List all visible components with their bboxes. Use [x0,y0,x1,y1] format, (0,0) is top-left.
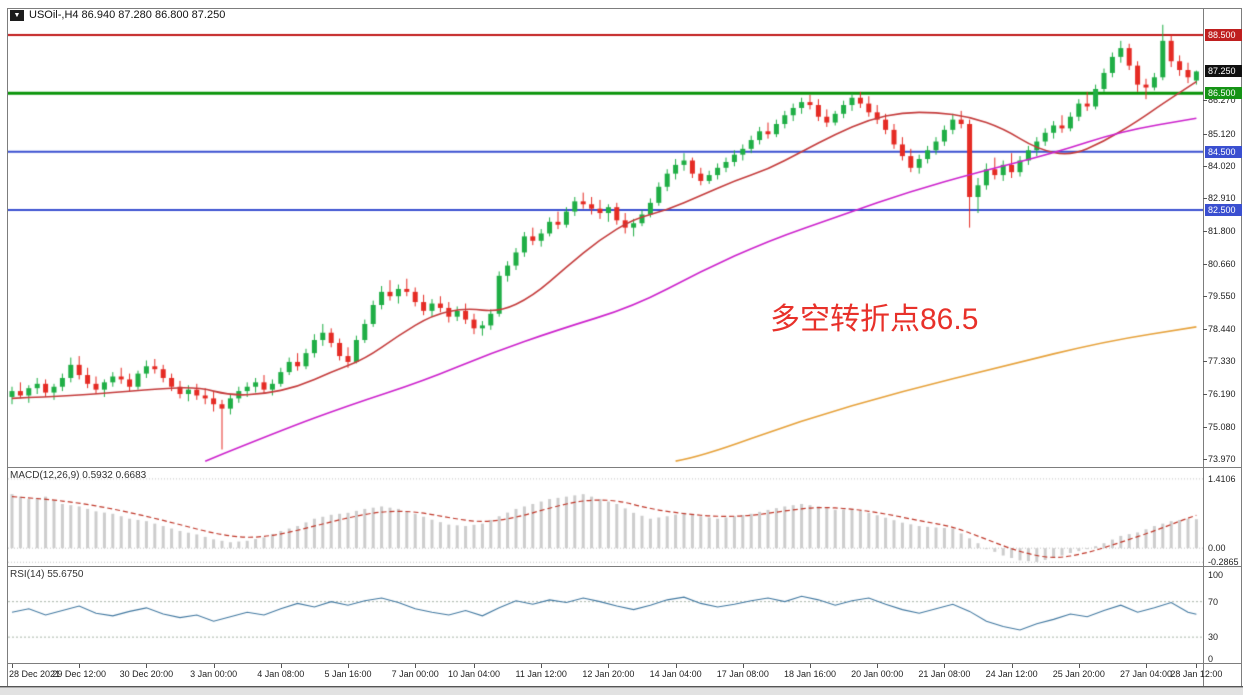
time-axis-label: 21 Jan 08:00 [918,669,971,679]
price-axis-label: 79.550 [1208,291,1236,302]
time-axis-tick [415,664,417,668]
chart-top-border [7,8,1242,9]
price-axis-label: 80.660 [1208,258,1236,269]
price-axis-label: 76.190 [1208,389,1236,400]
chart-bottom-border [0,686,1243,687]
time-axis-tick [742,664,744,668]
price-axis-tick [1203,165,1207,167]
price-axis[interactable]: 86.270 85.120 84.020 82.910 81.800 80.660 79.5… [1203,8,1243,687]
time-axis-label: 11 Jan 12:00 [515,669,567,679]
time-axis-label: 17 Jan 08:00 [716,669,769,679]
price-axis-tick [1203,426,1207,428]
time-axis-label: 30 Dec 20:00 [119,669,174,679]
price-axis-label: 86.270 [1208,95,1236,106]
time-axis-tick [280,664,282,668]
chart-left-border [7,8,8,687]
time-axis-tick [541,664,543,668]
macd-axis-label: 1.4106 [1208,473,1236,484]
rsi-label: RSI(14) 55.6750 [10,569,84,580]
symbol-ohlc-bar: ▼ USOil-,H4 86.940 87.280 86.800 87.250 [10,9,225,21]
time-axis-tick [348,664,349,668]
time-axis-label: 29 Dec 12:00 [52,669,106,679]
price-axis-tick [1203,328,1207,330]
time-axis-tick [675,664,677,668]
symbol-ohlc-label: USOil-,H4 86.940 87.280 86.800 87.250 [29,9,226,21]
price-axis-tick [1203,296,1207,298]
price-marker: 84.500 [1205,145,1242,158]
price-axis-label: 78.440 [1208,323,1236,334]
time-axis-tick [1196,664,1198,668]
time-axis-label: 14 Jan 04:00 [649,669,702,679]
time-axis-tick [608,664,610,668]
price-axis-label: 75.080 [1208,421,1236,432]
time-axis-label: 3 Jan 00:00 [190,669,238,679]
price-axis-tick [1203,230,1207,232]
price-axis-label: 73.970 [1208,454,1236,465]
price-axis-label: 84.020 [1208,160,1236,171]
price-axis-tick [1203,100,1207,102]
time-axis-label: 12 Jan 20:00 [582,669,635,679]
rsi-axis-label: 100 [1208,569,1224,580]
time-axis-label: 10 Jan 04:00 [447,669,501,679]
time-axis-tick [1078,664,1080,668]
time-axis-tick [1146,664,1147,668]
price-axis-tick [1203,198,1207,200]
time-axis[interactable]: 28 Dec 2021 29 Dec 12:00 30 Dec 20:00 3 Jan… [0,664,1243,686]
time-axis-label: 27 Jan 04:00 [1119,669,1173,679]
price-axis-tick [1203,263,1207,265]
time-axis-label: 7 Jan 00:00 [391,669,439,679]
price-axis-label: 85.120 [1208,128,1236,139]
time-axis-label: 20 Jan 00:00 [851,669,904,679]
panel-separator-rsi [7,566,1242,567]
price-axis-label: 81.800 [1208,225,1236,236]
macd-label: MACD(12,26,9) 0.5932 0.6683 [10,470,147,481]
axis-separator [1203,8,1204,687]
rsi-axis-label: 0 [1208,654,1214,664]
collapse-chart-icon[interactable]: ▼ [10,9,24,21]
time-axis-tick [810,664,811,668]
time-axis-label: 28 Dec 2021 [9,669,61,679]
time-axis-tick [474,664,475,668]
time-axis-tick [213,664,215,668]
time-axis-tick [12,664,13,668]
price-marker: 88.500 [1205,28,1242,41]
price-chart-canvas[interactable] [8,9,1203,467]
panel-separator-macd [7,467,1242,468]
macd-axis-label: -0.2865 [1208,557,1239,568]
price-axis-tick [1203,361,1207,363]
window-bottom-strip [0,687,1243,695]
time-axis-tick [146,664,148,668]
time-axis-label: 4 Jan 08:00 [257,669,305,679]
price-marker: 86.500 [1205,87,1242,100]
chart-right-border [1241,8,1242,687]
price-marker: 87.250 [1205,65,1242,78]
time-axis-label: 25 Jan 20:00 [1052,669,1105,679]
time-axis-tick [79,664,81,668]
rsi-canvas[interactable] [8,567,1203,662]
time-axis-label: 5 Jan 16:00 [324,669,372,679]
time-axis-label: 18 Jan 16:00 [783,669,837,679]
time-axis-label: 28 Jan 12:00 [1170,669,1223,679]
annotation-text: 多空转折点86.5 [770,303,979,336]
macd-axis-label: 0.00 [1208,543,1226,554]
time-axis-label: 24 Jan 12:00 [985,669,1038,679]
price-axis-label: 77.330 [1208,356,1236,367]
time-axis-tick [1011,664,1013,668]
price-axis-tick [1203,459,1207,461]
time-axis-tick [944,664,946,668]
price-axis-label: 82.910 [1208,193,1236,204]
macd-canvas[interactable] [8,468,1203,565]
panel-separator-timeaxis [7,663,1242,664]
price-marker: 82.500 [1205,204,1242,217]
rsi-axis-label: 30 [1208,632,1219,643]
price-axis-tick [1203,394,1207,396]
rsi-axis-label: 70 [1208,596,1219,607]
time-axis-tick [877,664,879,668]
price-axis-tick [1203,133,1207,135]
